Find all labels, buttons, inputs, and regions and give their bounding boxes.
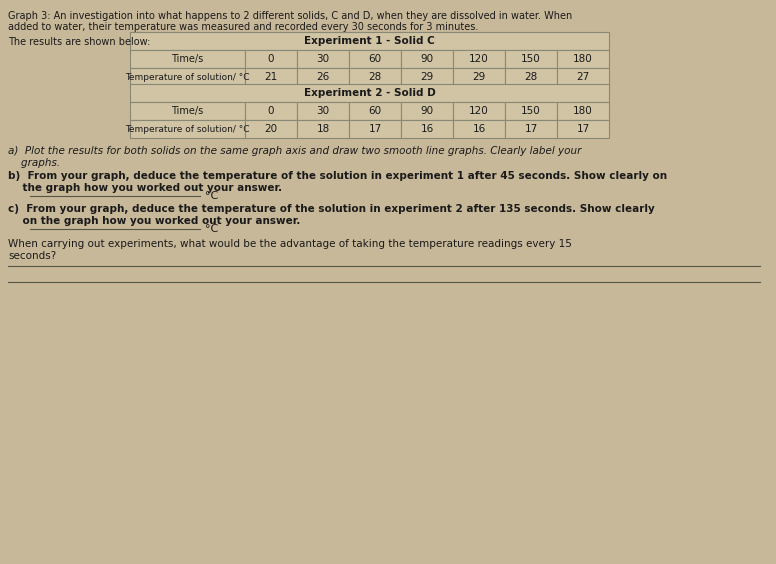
- Text: a)  Plot the results for both solids on the same graph axis and draw two smooth : a) Plot the results for both solids on t…: [8, 146, 581, 156]
- Text: The results are shown below:: The results are shown below:: [8, 37, 151, 47]
- FancyBboxPatch shape: [130, 102, 245, 120]
- FancyBboxPatch shape: [245, 50, 297, 68]
- FancyBboxPatch shape: [349, 102, 401, 120]
- Text: When carrying out experiments, what would be the advantage of taking the tempera: When carrying out experiments, what woul…: [8, 239, 572, 249]
- FancyBboxPatch shape: [505, 102, 557, 120]
- Text: graphs.: graphs.: [8, 158, 60, 168]
- Text: Time/s: Time/s: [171, 54, 203, 64]
- FancyBboxPatch shape: [245, 120, 297, 138]
- FancyBboxPatch shape: [297, 120, 349, 138]
- FancyBboxPatch shape: [401, 50, 453, 68]
- Text: 150: 150: [521, 106, 541, 116]
- FancyBboxPatch shape: [130, 32, 609, 50]
- FancyBboxPatch shape: [453, 102, 505, 120]
- Text: 29: 29: [473, 72, 486, 82]
- Text: 26: 26: [317, 72, 330, 82]
- Text: 17: 17: [369, 124, 382, 134]
- FancyBboxPatch shape: [130, 68, 245, 86]
- FancyBboxPatch shape: [297, 68, 349, 86]
- FancyBboxPatch shape: [453, 120, 505, 138]
- Text: the graph how you worked out your answer.: the graph how you worked out your answer…: [8, 183, 282, 193]
- Text: Experiment 1 - Solid C: Experiment 1 - Solid C: [304, 36, 435, 46]
- FancyBboxPatch shape: [505, 50, 557, 68]
- Text: 120: 120: [469, 54, 489, 64]
- Text: Time/s: Time/s: [171, 106, 203, 116]
- FancyBboxPatch shape: [557, 102, 609, 120]
- Text: 28: 28: [369, 72, 382, 82]
- Text: 18: 18: [317, 124, 330, 134]
- FancyBboxPatch shape: [245, 68, 297, 86]
- FancyBboxPatch shape: [401, 120, 453, 138]
- FancyBboxPatch shape: [557, 50, 609, 68]
- Text: 0: 0: [268, 106, 274, 116]
- Text: 120: 120: [469, 106, 489, 116]
- FancyBboxPatch shape: [349, 68, 401, 86]
- Text: 60: 60: [369, 106, 382, 116]
- FancyBboxPatch shape: [401, 102, 453, 120]
- Text: b)  From your graph, deduce the temperature of the solution in experiment 1 afte: b) From your graph, deduce the temperatu…: [8, 171, 667, 181]
- Text: 180: 180: [573, 54, 593, 64]
- Text: Graph 3: An investigation into what happens to 2 different solids, C and D, when: Graph 3: An investigation into what happ…: [8, 11, 572, 21]
- FancyBboxPatch shape: [130, 84, 609, 102]
- Text: on the graph how you worked out your answer.: on the graph how you worked out your ans…: [8, 216, 300, 226]
- FancyBboxPatch shape: [505, 120, 557, 138]
- Text: 90: 90: [421, 106, 434, 116]
- FancyBboxPatch shape: [245, 102, 297, 120]
- Text: 30: 30: [317, 106, 330, 116]
- Text: 180: 180: [573, 106, 593, 116]
- Text: 20: 20: [265, 124, 278, 134]
- FancyBboxPatch shape: [349, 120, 401, 138]
- FancyBboxPatch shape: [505, 68, 557, 86]
- Text: 28: 28: [525, 72, 538, 82]
- FancyBboxPatch shape: [130, 120, 245, 138]
- Text: 27: 27: [577, 72, 590, 82]
- Text: 17: 17: [525, 124, 538, 134]
- Text: Experiment 2 - Solid D: Experiment 2 - Solid D: [303, 88, 435, 98]
- Text: 90: 90: [421, 54, 434, 64]
- FancyBboxPatch shape: [453, 50, 505, 68]
- Text: 60: 60: [369, 54, 382, 64]
- Text: 17: 17: [577, 124, 590, 134]
- FancyBboxPatch shape: [557, 120, 609, 138]
- FancyBboxPatch shape: [349, 50, 401, 68]
- Text: °C: °C: [205, 224, 218, 234]
- Text: 0: 0: [268, 54, 274, 64]
- Text: 16: 16: [473, 124, 486, 134]
- Text: 150: 150: [521, 54, 541, 64]
- Text: 29: 29: [421, 72, 434, 82]
- Text: seconds?: seconds?: [8, 251, 56, 261]
- Text: added to water, their temperature was measured and recorded every 30 seconds for: added to water, their temperature was me…: [8, 22, 478, 32]
- Text: Temperature of solution/ °C: Temperature of solution/ °C: [125, 73, 250, 82]
- Text: 21: 21: [265, 72, 278, 82]
- Text: 30: 30: [317, 54, 330, 64]
- FancyBboxPatch shape: [557, 68, 609, 86]
- FancyBboxPatch shape: [453, 68, 505, 86]
- FancyBboxPatch shape: [130, 50, 245, 68]
- FancyBboxPatch shape: [297, 102, 349, 120]
- Text: c)  From your graph, deduce the temperature of the solution in experiment 2 afte: c) From your graph, deduce the temperatu…: [8, 204, 655, 214]
- FancyBboxPatch shape: [297, 50, 349, 68]
- Text: Temperature of solution/ °C: Temperature of solution/ °C: [125, 125, 250, 134]
- FancyBboxPatch shape: [401, 68, 453, 86]
- Text: °C: °C: [205, 191, 218, 201]
- Text: 16: 16: [421, 124, 434, 134]
